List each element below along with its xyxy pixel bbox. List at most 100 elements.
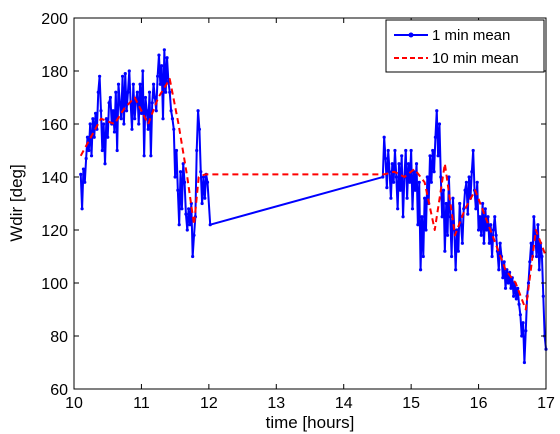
data-point (485, 228, 488, 231)
data-point (165, 56, 168, 59)
data-point (411, 207, 414, 210)
data-point (172, 128, 175, 131)
data-point (415, 162, 418, 165)
data-point (501, 276, 504, 279)
data-point (180, 207, 183, 210)
data-point (174, 175, 177, 178)
data-point (209, 223, 212, 226)
y-axis-label: Wdir [deg] (7, 164, 26, 241)
data-point (203, 197, 206, 200)
data-point (468, 175, 471, 178)
data-point (384, 157, 387, 160)
data-point (107, 101, 110, 104)
x-tick-label: 17 (537, 395, 555, 412)
data-point (388, 170, 391, 173)
data-point (395, 175, 398, 178)
data-point (499, 242, 502, 245)
data-point (176, 189, 179, 192)
data-point (438, 122, 441, 125)
data-point (192, 234, 195, 237)
data-point (145, 109, 148, 112)
data-point (516, 287, 519, 290)
data-point (171, 117, 174, 120)
data-point (407, 162, 410, 165)
data-point (144, 96, 147, 99)
data-point (186, 228, 189, 231)
data-point (97, 91, 100, 94)
data-point (101, 149, 104, 152)
data-point (424, 228, 427, 231)
data-point (160, 64, 163, 67)
data-point (517, 303, 520, 306)
data-point (157, 54, 160, 57)
data-point (442, 189, 445, 192)
data-point (512, 295, 515, 298)
data-point (542, 295, 545, 298)
data-point (521, 321, 524, 324)
data-point (91, 117, 94, 120)
data-point (430, 181, 433, 184)
data-point (474, 207, 477, 210)
data-point (528, 260, 531, 263)
data-point (178, 223, 181, 226)
data-point (396, 207, 399, 210)
data-point (159, 83, 162, 86)
data-point (435, 109, 438, 112)
data-point (389, 197, 392, 200)
data-point (164, 91, 167, 94)
data-point (187, 207, 190, 210)
data-point (540, 255, 543, 258)
data-point (136, 91, 139, 94)
data-point (497, 268, 500, 271)
data-point (401, 215, 404, 218)
data-point (441, 215, 444, 218)
data-point (138, 83, 141, 86)
data-point (432, 170, 435, 173)
data-point (463, 189, 466, 192)
data-point (163, 48, 166, 51)
data-point (102, 122, 105, 125)
data-point (428, 154, 431, 157)
legend-label-1min: 1 min mean (432, 27, 510, 44)
data-point (482, 242, 485, 245)
data-point (495, 234, 498, 237)
data-point (535, 255, 538, 258)
y-tick-label: 180 (41, 64, 68, 81)
data-point (198, 128, 201, 131)
data-point (117, 83, 120, 86)
data-point (137, 122, 140, 125)
data-point (191, 255, 194, 258)
data-point (391, 162, 394, 165)
data-point (155, 109, 158, 112)
y-tick-label: 200 (41, 11, 68, 28)
data-point (385, 186, 388, 189)
data-point (530, 242, 533, 245)
data-point (454, 268, 457, 271)
data-point (507, 281, 510, 284)
data-point (423, 197, 426, 200)
data-point (387, 149, 390, 152)
data-point (515, 297, 518, 300)
data-point (121, 75, 124, 78)
data-point (161, 117, 164, 120)
data-point (477, 228, 480, 231)
data-point (103, 162, 106, 165)
x-tick-label: 11 (133, 395, 150, 412)
data-point (422, 255, 425, 258)
legend-label-10min: 10 min mean (432, 50, 519, 67)
y-tick-label: 80 (50, 329, 68, 346)
data-point (408, 181, 411, 184)
data-point (420, 215, 423, 218)
x-tick-label: 16 (470, 395, 488, 412)
data-point (125, 109, 128, 112)
data-point (98, 75, 101, 78)
data-point (132, 83, 135, 86)
data-point (532, 215, 535, 218)
data-point (476, 181, 479, 184)
y-tick-label: 160 (41, 117, 68, 134)
data-point (504, 287, 507, 290)
data-point (183, 181, 186, 184)
data-point (414, 189, 417, 192)
data-point (126, 91, 129, 94)
data-point (170, 109, 173, 112)
